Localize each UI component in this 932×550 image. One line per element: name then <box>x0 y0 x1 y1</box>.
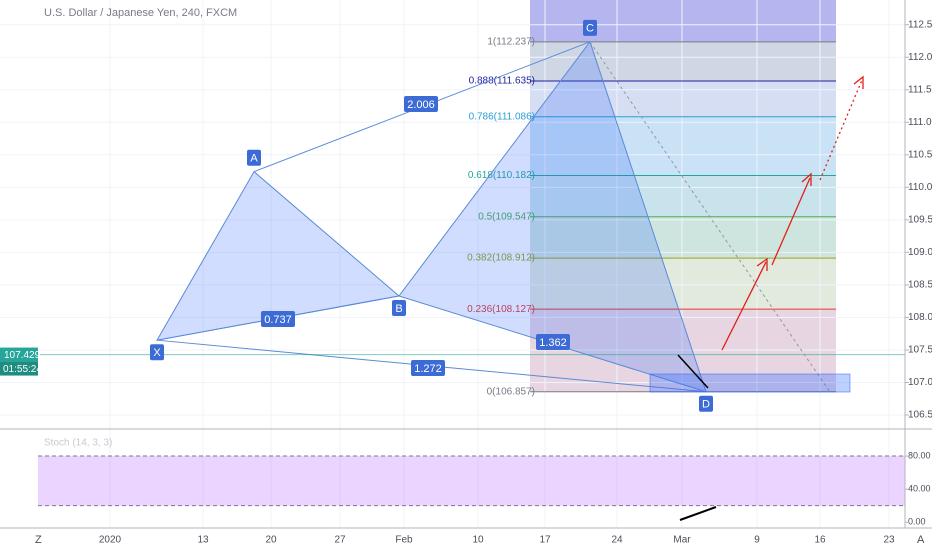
y-tick-label: 109.000 <box>908 247 932 258</box>
pattern-point: A <box>247 149 261 166</box>
fib-band <box>530 216 836 259</box>
x-tick-label: 20 <box>265 535 277 546</box>
pattern-label: C <box>586 23 594 35</box>
target-zone <box>649 373 851 393</box>
last-price-tag: 107.429 <box>0 347 41 362</box>
fib-label: 0.618(110.182) <box>468 170 535 181</box>
ratio-label: 1.272 <box>414 363 442 375</box>
label-box <box>404 96 438 112</box>
ratio: 1.362 <box>536 334 570 350</box>
ratio: 0.737 <box>261 311 295 327</box>
label-box <box>150 344 164 361</box>
fib-label: 1(112.237) <box>487 36 535 47</box>
x-tick-label: 24 <box>611 535 623 546</box>
trend-line <box>589 41 831 393</box>
countdown: 01:55:24 <box>3 364 42 375</box>
y-tick-label: 109.500 <box>908 214 932 225</box>
y-tick-label: 111.500 <box>908 84 932 95</box>
x-tick-label: 27 <box>334 535 346 546</box>
x-tick-label: 13 <box>197 535 209 546</box>
label-box <box>411 360 445 376</box>
pattern-point: C <box>583 19 597 36</box>
y-tick-label: 107.500 <box>908 345 932 356</box>
ratio-label: 0.737 <box>264 314 292 326</box>
tag-box <box>0 361 38 376</box>
label-box <box>261 311 295 327</box>
x-tick-label: Mar <box>673 535 691 546</box>
pattern-point: D <box>699 395 713 412</box>
chart-title: U.S. Dollar / Japanese Yen, 240, FXCM <box>44 7 237 19</box>
stoch-band <box>38 456 905 506</box>
x-tick-label: 23 <box>883 535 895 546</box>
y-tick-label: 108.000 <box>908 312 932 323</box>
y-tick-label: 80.00 <box>908 450 931 460</box>
x-tick-label: 10 <box>472 535 484 546</box>
label-box <box>536 334 570 350</box>
pattern-label: B <box>395 303 402 315</box>
x-tick-label: 2020 <box>99 535 122 546</box>
y-tick-label: 112.500 <box>908 19 932 30</box>
pattern-label: A <box>250 153 258 165</box>
fib-band <box>530 175 836 217</box>
y-tick-label: 0.00 <box>908 517 926 527</box>
pattern-point: B <box>392 299 406 316</box>
ratio-label: 2.006 <box>407 99 435 111</box>
y-tick-label: 111.000 <box>908 117 932 128</box>
fib-band <box>530 258 836 310</box>
fib-label: 0.888(111.635) <box>469 76 535 87</box>
last-price: 107.429 <box>4 350 41 361</box>
countdown-tag: 01:55:24 <box>0 361 42 376</box>
fib-label: 0.5(109.547) <box>478 211 535 222</box>
y-tick-label: 110.500 <box>908 149 932 160</box>
fib-range <box>530 0 836 42</box>
divergence-line <box>679 506 717 521</box>
label-box <box>583 19 597 36</box>
y-tick-label: 40.00 <box>908 484 931 494</box>
x-tick-label: 9 <box>754 535 760 546</box>
pattern-label: X <box>153 347 161 359</box>
fib-band <box>530 41 836 81</box>
label-box <box>392 299 406 316</box>
fib-label: 0.236(108.127) <box>467 304 535 315</box>
price-panel: 1(112.237) 0.888(111.635) 0.786(111.086) 0.… <box>0 0 905 528</box>
tag-box <box>0 347 38 362</box>
pattern-label: D <box>702 399 710 411</box>
fib-band <box>530 80 836 117</box>
label-box <box>247 149 261 166</box>
y-tick-label: 108.500 <box>908 280 932 291</box>
y-tick-label: 106.500 <box>908 410 932 421</box>
fib-label: 0.382(108.912) <box>467 253 535 264</box>
divergence-line <box>677 354 709 389</box>
y-tick-label: 112.000 <box>908 52 932 63</box>
fib-label: 0(106.857) <box>487 386 535 397</box>
projection-arrows <box>721 75 864 351</box>
x-tick-label: 16 <box>814 535 826 546</box>
zoom-icon[interactable]: Z <box>35 534 42 546</box>
fib-band <box>530 116 836 176</box>
x-tick-label: 17 <box>539 535 551 546</box>
auto-scale[interactable]: A <box>917 534 925 546</box>
ratio: 1.272 <box>411 360 445 376</box>
stoch-title: Stoch (14, 3, 3) <box>44 438 112 449</box>
x-tick-label: Feb <box>395 535 413 546</box>
ratio-label: 1.362 <box>539 337 567 349</box>
y-tick-label: 107.000 <box>908 377 932 388</box>
label-box <box>699 395 713 412</box>
pattern-point: X <box>150 344 164 361</box>
y-tick-label: 110.000 <box>908 182 932 193</box>
ratio: 2.006 <box>404 96 438 112</box>
fib-label: 0.786(111.086) <box>469 111 535 122</box>
